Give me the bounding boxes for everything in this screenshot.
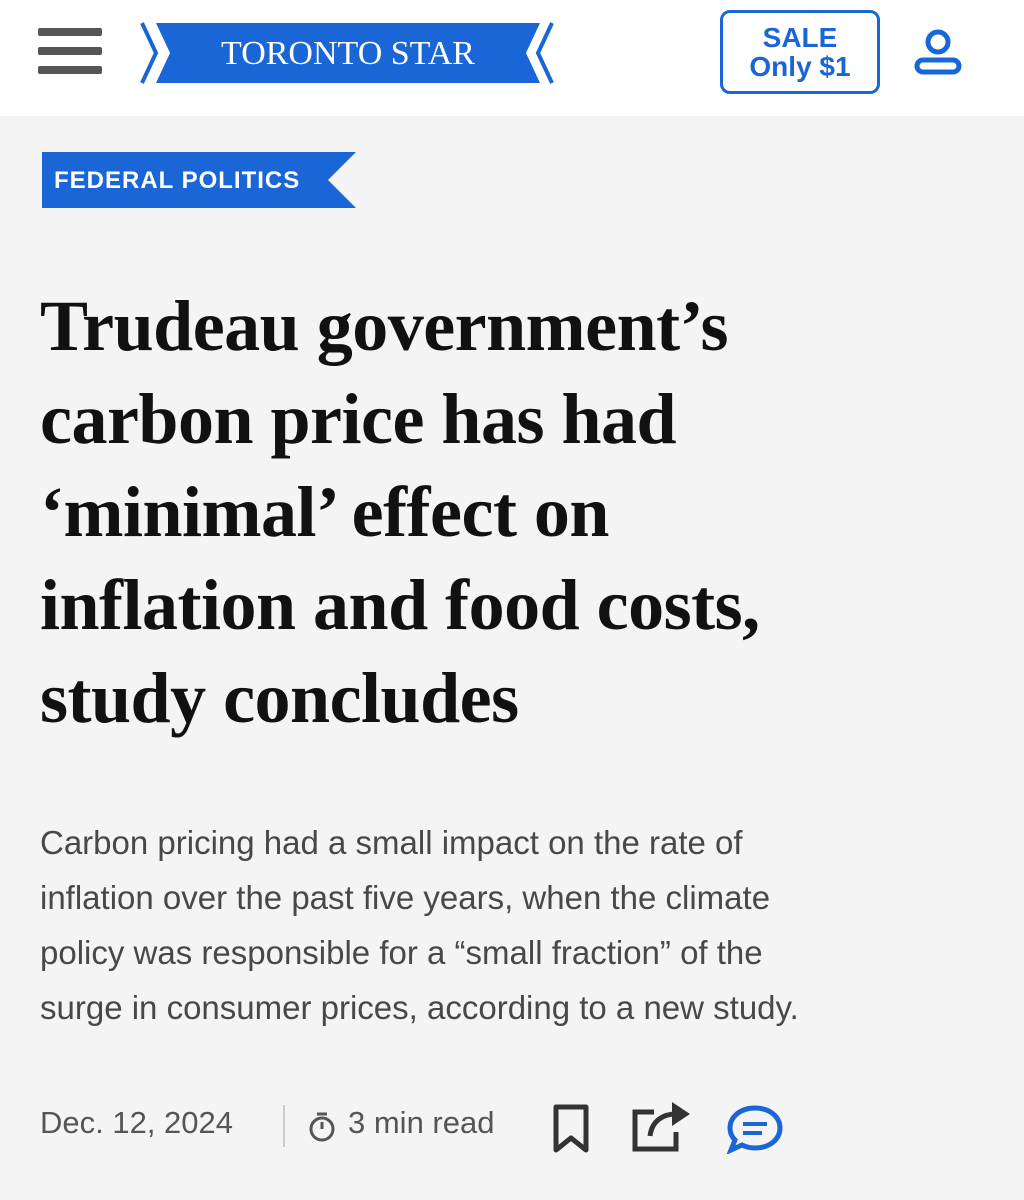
section-tag[interactable]: FEDERAL POLITICS bbox=[42, 152, 358, 210]
dek-line: policy was responsible for a “small frac… bbox=[40, 934, 763, 971]
dek-line: inflation over the past five years, when… bbox=[40, 879, 771, 916]
account-button[interactable] bbox=[912, 28, 964, 76]
headline-line: inflation and food costs, bbox=[40, 565, 760, 645]
headline-line: carbon price has had bbox=[40, 379, 677, 459]
logo-text: TORONTO STAR bbox=[221, 35, 475, 72]
headline: Trudeau government’s carbon price has had… bbox=[40, 280, 760, 745]
sale-text: SALE bbox=[762, 22, 838, 53]
logo[interactable]: TORONTO STAR bbox=[140, 20, 555, 86]
headline-line: ‘minimal’ effect on bbox=[40, 472, 609, 552]
headline-line: study concludes bbox=[40, 658, 519, 738]
dek-line: Carbon pricing had a small impact on the… bbox=[40, 824, 743, 861]
timer-icon bbox=[309, 1112, 335, 1142]
sale-button[interactable]: SALE Only $1 bbox=[720, 10, 880, 94]
share-button[interactable] bbox=[630, 1096, 692, 1154]
dek: Carbon pricing had a small impact on the… bbox=[40, 815, 799, 1035]
menu-button[interactable] bbox=[38, 28, 104, 76]
bookmark-button[interactable] bbox=[552, 1104, 592, 1154]
divider bbox=[283, 1105, 285, 1147]
sale-price: Only $1 bbox=[749, 51, 851, 82]
section-label: FEDERAL POLITICS bbox=[54, 167, 300, 194]
headline-line: Trudeau government’s bbox=[40, 286, 728, 366]
comment-button[interactable] bbox=[726, 1104, 784, 1154]
dek-line: surge in consumer prices, according to a… bbox=[40, 989, 799, 1026]
read-time: 3 min read bbox=[348, 1105, 495, 1140]
header: TORONTO STAR SALE Only $1 bbox=[0, 0, 1024, 116]
date: Dec. 12, 2024 bbox=[40, 1105, 234, 1140]
